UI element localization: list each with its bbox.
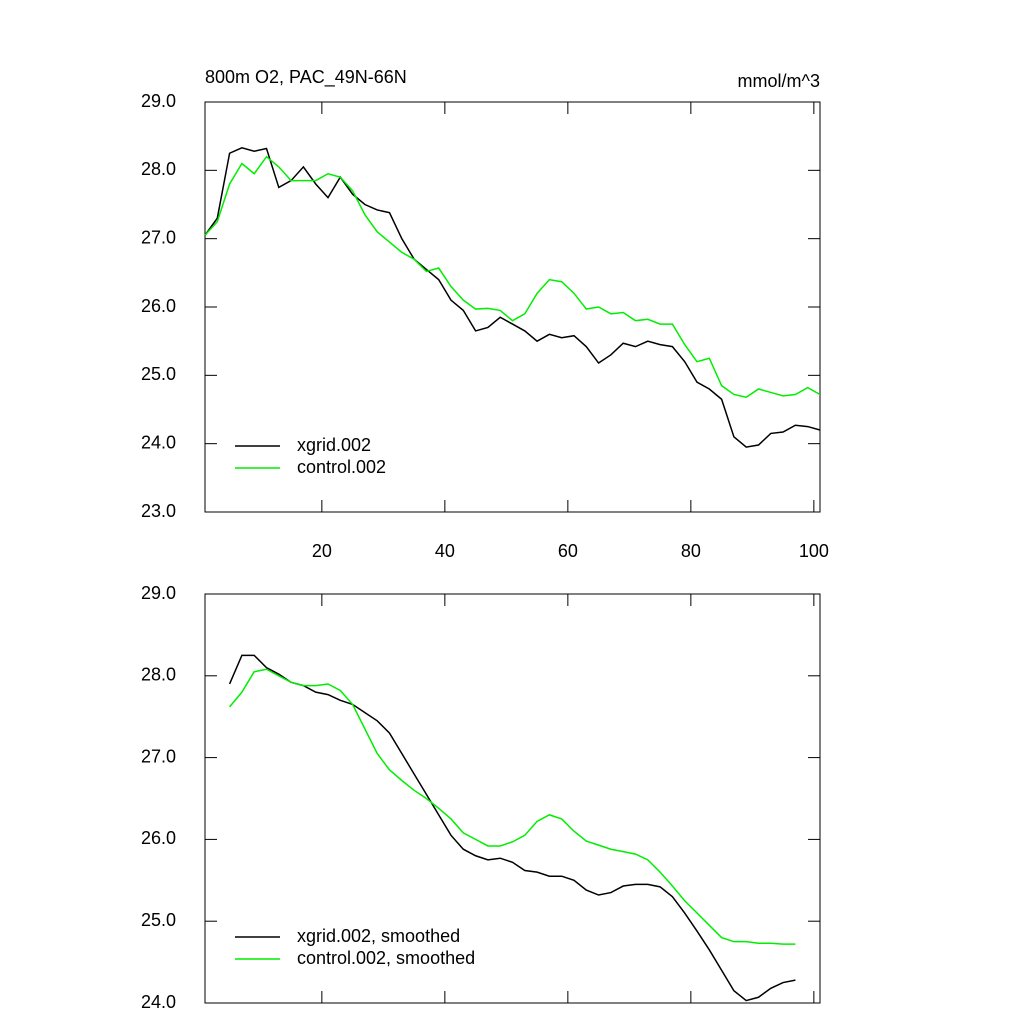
- y-tick-label: 27.0: [141, 746, 176, 766]
- x-tick-label: 80: [681, 541, 701, 561]
- y-tick-label: 24.0: [141, 432, 176, 452]
- y-tick-label: 27.0: [141, 227, 176, 247]
- legend-label: xgrid.002: [297, 435, 371, 455]
- y-tick-label: 28.0: [141, 665, 176, 685]
- legend-label: control.002, smoothed: [297, 948, 475, 968]
- x-tick-label: 40: [435, 541, 455, 561]
- units-label: mmol/m^3: [738, 71, 820, 91]
- y-tick-label: 26.0: [141, 828, 176, 848]
- y-tick-label: 28.0: [141, 159, 176, 179]
- x-tick-label: 60: [558, 541, 578, 561]
- series-line: [204, 146, 821, 448]
- x-tick-label: 100: [799, 541, 829, 561]
- legend-label: xgrid.002, smoothed: [297, 926, 460, 946]
- y-tick-label: 25.0: [141, 364, 176, 384]
- y-tick-label: 29.0: [141, 91, 176, 111]
- y-tick-label: 23.0: [141, 501, 176, 521]
- chart-title: 800m O2, PAC_49N-66N: [205, 67, 407, 88]
- y-tick-label: 24.0: [141, 992, 176, 1012]
- legend-label: control.002: [297, 457, 386, 477]
- series-line: [204, 155, 821, 399]
- y-tick-label: 25.0: [141, 910, 176, 930]
- y-tick-label: 29.0: [141, 583, 176, 603]
- x-tick-label: 20: [312, 541, 332, 561]
- series-line: [229, 668, 796, 945]
- plot-frame: [204, 593, 821, 1004]
- series-line: [228, 654, 796, 1002]
- y-tick-label: 26.0: [141, 296, 176, 316]
